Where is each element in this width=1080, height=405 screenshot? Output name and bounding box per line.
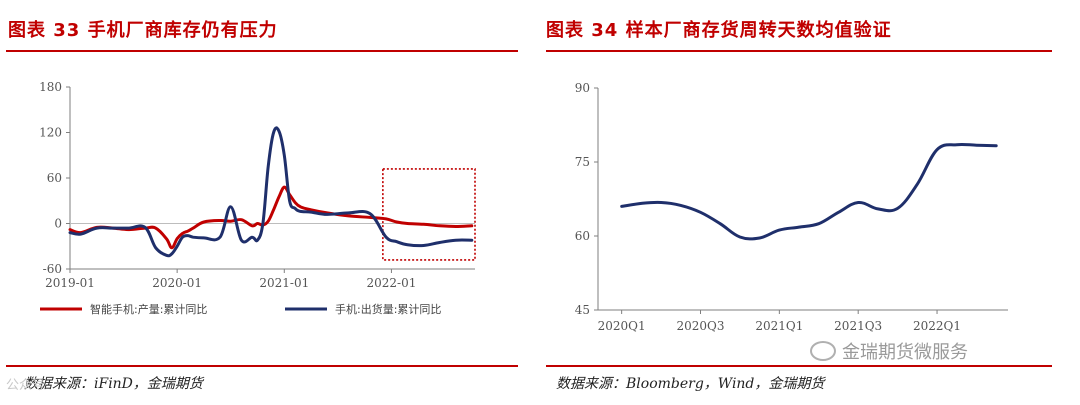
y-tick-label: 0 [54,217,62,231]
watermark-left: 公众号 [6,378,46,393]
series-line-inventory-days [620,142,998,241]
right-title-rule [546,50,1052,52]
left-chart-title: 图表 33 手机厂商库存仍有压力 [8,20,278,41]
legend-label-shipments: 手机:出货量:累计同比 [335,302,441,316]
right-panel: 图表 34 样本厂商存货周转天数均值验证 45 60 75 90 2020Q1 2020Q… [540,0,1080,405]
y-tick-label: 90 [575,81,590,95]
right-source: 数据来源：Bloomberg，Wind，金瑞期货 [556,376,825,392]
x-tick-label: 2020-01 [152,276,202,290]
left-chart: -60 0 60 120 180 2019-01 2020-01 2021-01 2022-01… [39,80,476,316]
x-tick-label: 2019-01 [45,276,95,290]
watermark: 金瑞期货微服务 [810,338,968,364]
highlight-box [382,168,476,261]
y-tick-label: 75 [575,155,590,169]
series-line-shipments [68,126,474,258]
x-tick-label: 2022-01 [366,276,416,290]
y-tick-label: 45 [575,303,590,317]
x-tick-label: 2021Q1 [755,319,803,333]
left-title-rule [6,50,518,52]
legend-label-production: 智能手机:产量:累计同比 [90,302,207,316]
series-line-production [68,185,474,250]
x-tick-label: 2022Q1 [913,319,961,333]
y-tick-label: -60 [43,262,62,276]
left-panel: 图表 33 手机厂商库存仍有压力 -60 0 60 120 180 2019-01 2020… [6,20,518,392]
x-tick-label: 2021Q3 [834,319,882,333]
wechat-icon [810,341,836,361]
right-bottom-rule [546,365,1052,367]
right-chart: 45 60 75 90 2020Q1 2020Q3 2021Q1 2021Q3 2022Q1 [575,81,1008,333]
x-tick-label: 2021-01 [259,276,309,290]
left-source: 数据来源：iFinD，金瑞期货 [24,376,203,392]
right-chart-title: 图表 34 样本厂商存货周转天数均值验证 [546,20,892,41]
x-tick-label: 2020Q3 [676,319,724,333]
y-tick-label: 120 [39,126,62,140]
watermark-text: 金瑞期货微服务 [842,342,968,363]
left-bottom-rule [6,365,518,367]
y-tick-label: 60 [575,229,590,243]
y-tick-label: 180 [39,80,62,94]
x-tick-label: 2020Q1 [598,319,646,333]
y-tick-label: 60 [47,171,62,185]
